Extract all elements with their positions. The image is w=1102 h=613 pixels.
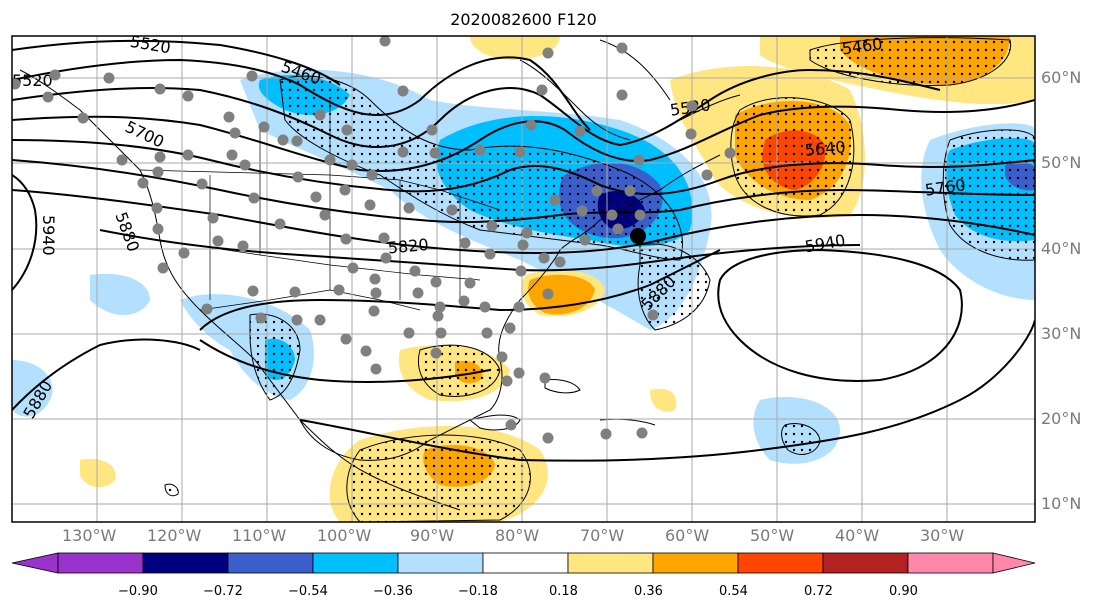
colorbar-tick: 0.90 xyxy=(889,584,918,599)
map-content: 5520 5460 5520 5700 5640 5760 5940 5880 … xyxy=(12,32,1035,522)
lat-label: 60°N xyxy=(1041,68,1082,87)
colorbar-tick: 0.72 xyxy=(804,584,833,599)
lon-label: 130°W xyxy=(62,526,117,545)
colorbar-tick: −0.90 xyxy=(118,584,158,599)
lat-label: 10°N xyxy=(1041,494,1082,513)
contour-label: 5460 xyxy=(841,34,884,58)
highlight-marker xyxy=(630,228,646,244)
lat-label: 40°N xyxy=(1041,239,1082,258)
colorbar-tick: −0.18 xyxy=(458,584,498,599)
map-frame xyxy=(11,35,1036,523)
political-borders xyxy=(139,100,501,311)
height-contours xyxy=(12,39,1035,462)
graticule xyxy=(12,36,1035,522)
colorbar-extend-min xyxy=(11,552,59,574)
contour-label: 5940 xyxy=(39,215,58,256)
lon-label: 40°W xyxy=(835,526,880,545)
lon-label: 50°W xyxy=(750,526,795,545)
colorbar-tick: −0.54 xyxy=(288,584,328,599)
lon-label: 100°W xyxy=(317,526,372,545)
colorbar-tick: 0.18 xyxy=(549,584,578,599)
lon-label: 110°W xyxy=(232,526,287,545)
colorbar-extend-max xyxy=(992,552,1036,574)
lat-label: 20°N xyxy=(1041,409,1082,428)
colorbar-tick: 0.36 xyxy=(634,584,663,599)
lat-label: 30°N xyxy=(1041,324,1082,343)
contour-label: 5520 xyxy=(129,32,172,58)
colorbar xyxy=(11,552,1036,574)
colorbar-tick: 0.54 xyxy=(719,584,748,599)
lon-label: 30°W xyxy=(920,526,965,545)
figure-title: 2020082600 F120 xyxy=(450,10,597,29)
lat-label: 50°N xyxy=(1041,153,1082,172)
contour-label: 5820 xyxy=(387,235,429,257)
colorbar-tick: −0.72 xyxy=(203,584,243,599)
contour-label: 5640 xyxy=(804,137,846,159)
lon-label: 70°W xyxy=(580,526,625,545)
lon-label: 80°W xyxy=(495,526,540,545)
lon-label: 120°W xyxy=(147,526,202,545)
station-markers xyxy=(12,36,736,444)
lon-label: 60°W xyxy=(665,526,710,545)
contour-label: 5520 xyxy=(12,71,53,90)
colorbar-tick: −0.36 xyxy=(373,584,413,599)
lon-label: 90°W xyxy=(410,526,455,545)
coastlines xyxy=(19,39,741,511)
